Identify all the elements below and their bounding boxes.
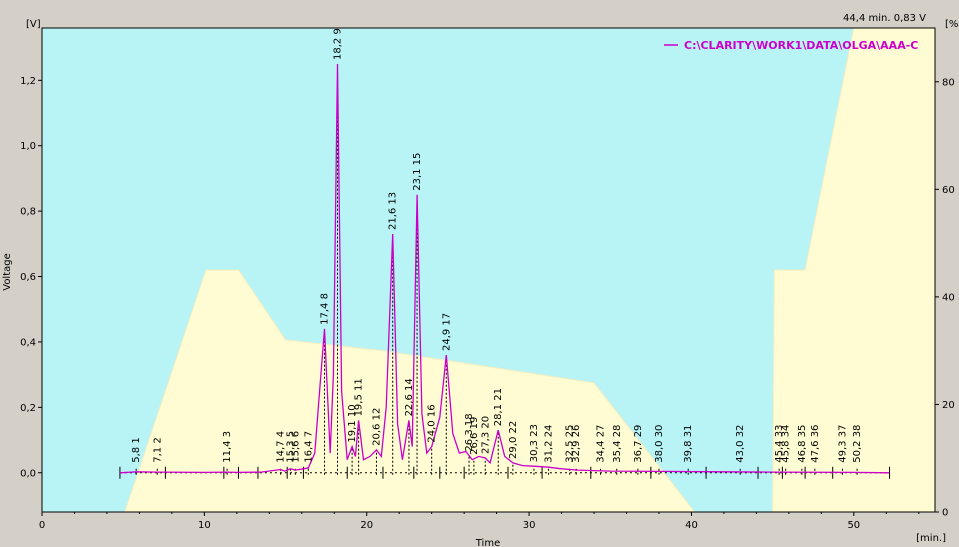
y2-tick-label: 40	[942, 292, 955, 303]
y-axis-unit-right: [%	[945, 19, 958, 30]
peak-label: 23,1 15	[412, 153, 423, 191]
y-tick-label: 0,0	[20, 468, 36, 479]
peak-label: 21,6 13	[388, 192, 399, 230]
legend-label: C:\CLARITY\WORK1\DATA\OLGA\AAA-C	[684, 39, 918, 52]
peak-label: 28,1 21	[493, 388, 504, 426]
peak-label: 24,0 16	[427, 404, 438, 442]
peak-label: 26,6 19	[469, 417, 480, 455]
plot-area[interactable]: 5,8 1 7,1 2 11,4 3 14,7 415,3 515,6 6 16,4 7…	[41, 27, 936, 513]
y-tick-label: 1,2	[20, 76, 36, 87]
peak-label: 24,9 17	[441, 313, 452, 351]
peak-label: 15,6 6	[290, 431, 301, 463]
peak-label: 5,8 1	[131, 437, 142, 462]
x-tick-label: 0	[39, 520, 45, 531]
peak-label: 22,6 14	[404, 378, 415, 416]
x-axis-unit: [min.]	[916, 533, 946, 544]
signal-trace	[119, 63, 890, 474]
peak-label: 29,0 22	[508, 421, 519, 459]
y-tick-label: 0,8	[20, 207, 36, 218]
peak-label: 38,0 30	[654, 425, 665, 463]
peak-label: 49,3 37	[837, 425, 848, 463]
y-axis-ticks: 0,0 0,2 0,4 0,6 0,8 1,0 1,2	[20, 76, 42, 479]
y2-axis-ticks: 0 20 40 60 80	[935, 77, 955, 519]
peak-label: 36,7 29	[633, 425, 644, 463]
peak-label: 45,4 33	[774, 425, 785, 463]
x-tick-label: 10	[198, 520, 211, 531]
peak-label: 27,3 20	[480, 416, 491, 454]
x-tick-label: 20	[360, 520, 373, 531]
x-tick-label: 40	[685, 520, 698, 531]
peak-label: 26,3 18	[464, 413, 475, 451]
peak-label: 17,4 8	[320, 293, 331, 325]
peak-label: 46,8 35	[797, 425, 808, 463]
y-tick-label: 0,2	[20, 403, 36, 414]
peak-label: 19,5 11	[354, 378, 365, 416]
peak-label: 16,4 7	[303, 431, 314, 463]
peak-label: 20,6 12	[371, 408, 382, 446]
cursor-readout: 44,4 min. 0,83 V	[843, 13, 926, 24]
peak-label: 14,7 4	[276, 431, 287, 463]
peak-label: 43,0 32	[735, 425, 746, 463]
y-tick-label: 0,6	[20, 272, 36, 283]
y2-tick-label: 60	[942, 185, 955, 196]
peak-label: 50,2 38	[852, 425, 863, 463]
x-axis-label: Time	[475, 538, 500, 547]
peak-label: 30,3 23	[529, 424, 540, 462]
x-tick-label: 50	[847, 520, 860, 531]
gradient-profile-fill	[42, 28, 935, 512]
peak-label: 35,4 28	[612, 425, 623, 463]
peak-label: 32,5 25	[565, 425, 576, 463]
peak-label: 39,8 31	[683, 425, 694, 463]
y-axis-label: Voltage	[2, 253, 13, 291]
y-axis-unit-left: [V]	[26, 19, 41, 30]
peak-labels: 5,8 1 7,1 2 11,4 3 14,7 415,3 515,6 6 16,4 7…	[131, 28, 863, 463]
peak-label: 7,1 2	[152, 437, 163, 462]
y-tick-label: 1,0	[20, 141, 36, 152]
y-tick-label: 0,4	[20, 337, 36, 348]
peak-label: 47,6 36	[810, 425, 821, 463]
peak-label: 11,4 3	[222, 431, 233, 463]
peak-label: 18,2 9	[333, 28, 344, 60]
peak-label: 45,8 34	[781, 425, 792, 463]
x-tick-label: 30	[523, 520, 536, 531]
peak-label: 15,3 5	[285, 431, 296, 463]
y2-tick-label: 0	[942, 508, 948, 519]
peak-label: 34,4 27	[596, 425, 607, 463]
plot-border	[41, 27, 936, 513]
peak-label: 31,2 24	[544, 425, 555, 463]
peak-label: 19,1 10	[347, 404, 358, 442]
y2-tick-label: 80	[942, 77, 955, 88]
y2-tick-label: 20	[942, 400, 955, 411]
peak-label: 32,9 26	[571, 425, 582, 463]
x-axis-ticks: 0 10 20 30 40 50	[39, 512, 920, 531]
